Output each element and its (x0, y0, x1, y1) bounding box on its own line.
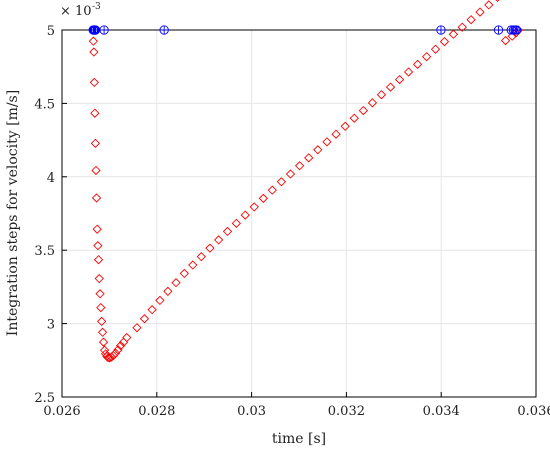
diamond-marker (285, 169, 296, 179)
plot-area-frame (61, 29, 537, 398)
circle-plus-marker (493, 25, 504, 35)
diamond-marker (222, 226, 233, 237)
diamond-marker (91, 165, 101, 176)
x-tick-label: 0.028 (138, 404, 175, 419)
diamond-marker (367, 98, 378, 108)
diamond-marker (507, 31, 517, 41)
x-tick-label: 0.036 (517, 404, 550, 419)
diamond-marker (95, 289, 105, 299)
x-tick-label: 0.026 (43, 404, 80, 419)
diamond-marker (439, 36, 450, 47)
diamond-marker (331, 129, 341, 139)
diamond-marker (113, 345, 123, 355)
circle-plus-marker (436, 25, 446, 35)
diamond-marker (188, 260, 198, 270)
diamond-marker (304, 153, 314, 163)
y-multiplier-label: × 10 (60, 4, 92, 19)
diamond-marker (276, 177, 287, 187)
diamond-marker (466, 15, 476, 25)
diamond-marker (412, 59, 423, 69)
diamond-marker (448, 29, 459, 39)
diamond-marker (421, 52, 432, 62)
y-tick-label: 4 (47, 171, 55, 186)
diamond-marker (385, 82, 396, 92)
circle-plus-marker (90, 25, 101, 35)
diamond-marker (93, 241, 103, 251)
y-multiplier-exponent: -3 (92, 2, 101, 12)
diamond-marker (110, 348, 121, 358)
diamond-marker (91, 193, 102, 203)
diamond-marker (457, 22, 467, 32)
diamond-marker (267, 185, 277, 195)
diamond-marker (89, 77, 99, 88)
diamond-marker (96, 302, 106, 313)
y-tick-label: 3 (47, 318, 55, 333)
diamond-marker (103, 353, 113, 363)
diamond-marker (322, 137, 332, 147)
diamond-marker (403, 67, 414, 77)
circle-plus-marker (511, 25, 522, 35)
diamond-marker (97, 327, 108, 337)
diamond-marker (122, 332, 132, 343)
diamond-marker (500, 35, 511, 46)
data-markers (88, 0, 524, 363)
diamond-marker (294, 161, 305, 171)
grid-lines (61, 29, 537, 398)
diamond-marker (171, 278, 181, 288)
diamond-marker (430, 44, 441, 54)
diamond-marker (93, 255, 104, 265)
y-axis-label: Integration steps for velocity [m/s] (5, 90, 21, 336)
diamond-marker (205, 243, 215, 253)
diamond-marker (147, 305, 157, 315)
diamond-marker (92, 224, 102, 234)
y-tick-label: 5 (47, 24, 55, 39)
diamond-marker (139, 314, 150, 324)
diamond-marker (340, 121, 350, 131)
diamond-marker (214, 235, 224, 245)
circle-plus-marker (159, 25, 169, 35)
y-tick-label: 2.5 (34, 391, 55, 406)
axis-ticks: 0.026 0.028 0.03 0.032 0.034 0.036 2.5 3 3.5 4 4.5… (34, 24, 550, 419)
diamond-marker (196, 252, 206, 262)
diamond-marker (475, 7, 485, 17)
diamond-marker (108, 350, 119, 361)
diamond-marker (132, 323, 142, 333)
x-tick-label: 0.032 (328, 404, 365, 419)
diamond-marker (313, 145, 323, 155)
diamond-marker (90, 108, 100, 118)
x-tick-label: 0.03 (237, 404, 266, 419)
circle-plus-marker (99, 25, 109, 35)
diamond-marker (89, 47, 99, 57)
diamond-marker (88, 36, 99, 46)
diamond-marker (394, 74, 405, 85)
diamond-marker (258, 193, 268, 204)
diamond-marker (179, 268, 189, 279)
diamond-marker (98, 337, 109, 347)
diamond-marker (249, 202, 259, 212)
diamond-marker (349, 113, 359, 123)
y-tick-label: 3.5 (34, 244, 55, 259)
diamond-marker (495, 0, 500, 3)
diamond-marker (90, 138, 101, 148)
diamond-marker (105, 353, 115, 363)
diamond-marker (484, 0, 494, 10)
diamond-marker (231, 218, 241, 228)
diamond-marker (163, 286, 173, 296)
diamond-marker (94, 273, 104, 284)
y-tick-label: 4.5 (34, 97, 55, 112)
x-axis-label: time [s] (272, 431, 326, 447)
diamond-marker (240, 210, 250, 220)
diamond-marker (97, 316, 107, 327)
x-tick-label: 0.034 (423, 404, 460, 419)
diamond-marker (115, 340, 126, 351)
diamond-marker (376, 90, 387, 100)
diamond-marker (358, 105, 369, 116)
diamond-marker (155, 295, 165, 306)
